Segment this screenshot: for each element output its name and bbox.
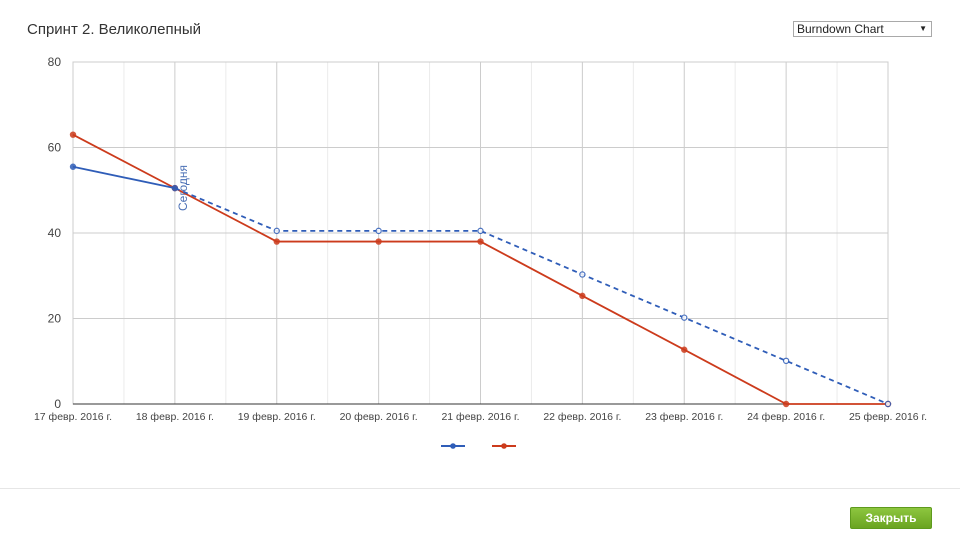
- legend-item: [441, 443, 465, 449]
- data-point-blue: [681, 314, 688, 321]
- legend-item: [492, 443, 516, 449]
- series-line-blue-solid: [72, 165, 176, 189]
- x-tick-label: 17 февр. 2016 г.: [34, 411, 112, 423]
- chart-type-select-value: Burndown Chart: [797, 22, 884, 36]
- chevron-down-icon: ▼: [919, 24, 927, 33]
- legend-marker: [501, 443, 507, 449]
- y-tick-label: 0: [54, 397, 61, 411]
- x-tick-label: 22 февр. 2016 г.: [543, 411, 621, 423]
- legend-marker: [450, 443, 456, 449]
- data-point-blue: [375, 227, 382, 235]
- chart-type-select[interactable]: Burndown Chart ▼: [793, 21, 932, 37]
- data-point-red: [579, 292, 586, 300]
- data-point-blue: [884, 400, 892, 408]
- x-tick-label: 21 февр. 2016 г.: [441, 411, 519, 423]
- x-tick-label: 18 февр. 2016 г.: [136, 411, 214, 423]
- burndown-chart: 0 20 40 60 80 17 февр. 2016 г. 18 февр. 2016 г…: [34, 55, 927, 449]
- data-point-red: [69, 131, 77, 138]
- data-point-blue: [69, 163, 77, 170]
- data-point-red: [477, 238, 484, 245]
- data-point-red: [273, 238, 280, 245]
- data-point-blue: [579, 271, 586, 278]
- x-tick-label: 24 февр. 2016 г.: [747, 411, 825, 423]
- data-point-blue: [273, 227, 280, 235]
- x-tick-label: 20 февр. 2016 г.: [340, 411, 418, 423]
- data-point-red: [375, 238, 382, 245]
- y-tick-label: 60: [48, 141, 62, 155]
- x-tick-label: 25 февр. 2016 г.: [849, 411, 927, 423]
- footer-divider: [0, 488, 960, 489]
- data-point-red: [681, 346, 688, 353]
- data-point-blue: [477, 227, 484, 235]
- series-line-blue-dashed: [174, 187, 889, 405]
- page-title: Спринт 2. Великолепный: [27, 21, 202, 38]
- y-tick-label: 40: [48, 226, 62, 240]
- x-tick-label: 19 февр. 2016 г.: [238, 411, 316, 423]
- data-point-blue: [171, 184, 179, 192]
- data-point-red: [782, 400, 790, 408]
- y-tick-label: 20: [48, 312, 62, 326]
- close-button[interactable]: Закрыть: [850, 507, 932, 529]
- data-point-blue: [782, 357, 790, 365]
- y-tick-label: 80: [48, 55, 62, 69]
- x-tick-label: 23 февр. 2016 г.: [645, 411, 723, 423]
- today-marker-label: Сегодня: [176, 165, 190, 211]
